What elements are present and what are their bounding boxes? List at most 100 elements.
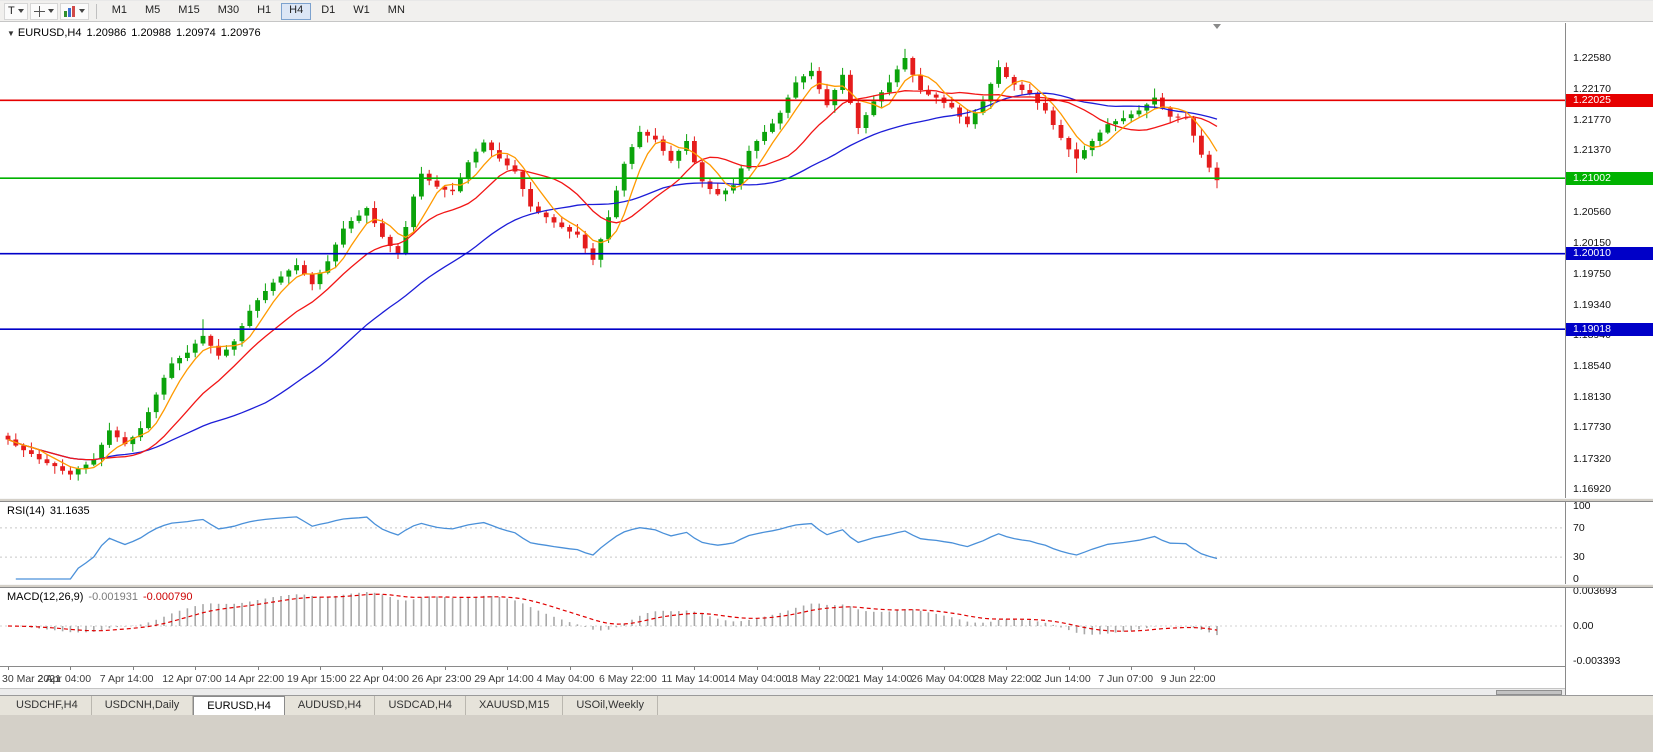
- time-axis-label: 11 May 14:00: [661, 673, 725, 685]
- candle: [380, 218, 385, 239]
- candle: [1105, 118, 1111, 135]
- timeframe-button-mn[interactable]: MN: [387, 3, 405, 16]
- candle: [996, 60, 1001, 88]
- tab-usoil-weekly[interactable]: USOil,Weekly: [563, 696, 658, 715]
- main-chart-canvas[interactable]: [0, 23, 1565, 498]
- rsi-line: [15, 516, 1218, 580]
- candle: [1214, 162, 1220, 189]
- candle: [372, 201, 377, 227]
- candle: [520, 169, 526, 197]
- candle: [442, 185, 448, 198]
- candle: [224, 345, 229, 358]
- timeframe-button-m1[interactable]: M1: [111, 3, 128, 16]
- candle: [36, 450, 42, 464]
- time-axis-tick: [507, 667, 509, 670]
- candle: [840, 67, 845, 94]
- time-axis-label: 2 Jun 14:00: [1035, 673, 1091, 685]
- candle: [559, 216, 565, 229]
- rsi-axis-label: 70: [1573, 521, 1585, 534]
- price-badge: 1.20010: [1566, 247, 1653, 261]
- candle: [146, 407, 151, 430]
- candle: [512, 160, 518, 174]
- candle: [785, 94, 791, 119]
- candle: [231, 339, 237, 356]
- timeframe-button-m30[interactable]: M30: [217, 3, 240, 16]
- candle: [1206, 150, 1212, 173]
- macd-signal-line: [7, 593, 1218, 632]
- candle: [504, 154, 510, 170]
- candle: [52, 461, 58, 474]
- price-axis[interactable]: 1.22580 1.22170 1.21770 1.21370 1.20560 1.201…: [1565, 23, 1653, 695]
- candle: [185, 345, 190, 362]
- timeframe-button-d1[interactable]: D1: [321, 3, 336, 16]
- price-axis-label: 1.22170: [1573, 83, 1611, 96]
- time-axis-tick: [8, 667, 9, 670]
- candle: [777, 110, 783, 130]
- candle: [645, 129, 650, 143]
- candle: [902, 48, 908, 72]
- candle: [863, 112, 869, 134]
- rsi-canvas[interactable]: [0, 502, 1565, 584]
- horizontal-scrollbar[interactable]: [0, 688, 1565, 695]
- chart-collapse-icon[interactable]: ▼: [7, 29, 15, 38]
- timeframe-button-w1[interactable]: W1: [353, 3, 370, 16]
- time-axis-label: 19 Apr 15:00: [287, 673, 347, 685]
- candle: [668, 145, 674, 164]
- tab-audusd-h4[interactable]: AUDUSD,H4: [285, 696, 376, 715]
- candle: [458, 173, 463, 193]
- price-axis-label: 1.17320: [1573, 452, 1611, 465]
- pane-splitter-macd[interactable]: [0, 584, 1653, 588]
- time-axis-label: 30 Mar 2021: [2, 673, 61, 685]
- candle: [1191, 115, 1196, 143]
- timeframe-button-h1[interactable]: H1: [257, 3, 272, 16]
- price-axis-label: 1.20560: [1573, 205, 1611, 218]
- candle: [754, 139, 760, 159]
- candle: [1058, 119, 1064, 141]
- macd-canvas[interactable]: [0, 588, 1565, 666]
- price-axis-label: 1.20150: [1573, 237, 1611, 250]
- ohlc-close: 1.20976: [220, 27, 261, 39]
- candle: [341, 221, 346, 248]
- pane-splitter-rsi[interactable]: [0, 498, 1653, 502]
- rsi-axis-label: 30: [1573, 551, 1585, 564]
- chart-title: ▼ EURUSD,H4 1.20986 1.20988 1.20974 1.20976: [7, 27, 266, 39]
- tab-xauusd-m15[interactable]: XAUUSD,M15: [466, 696, 564, 715]
- indicators-dropdown-button[interactable]: [59, 2, 89, 20]
- time-axis-label: 22 Apr 04:00: [349, 673, 409, 685]
- time-axis-tick: [756, 667, 758, 670]
- tab-eurusd-h4[interactable]: EURUSD,H4: [193, 696, 285, 715]
- tab-usdcad-h4[interactable]: USDCAD,H4: [375, 696, 467, 715]
- timeframe-button-m5[interactable]: M5: [145, 3, 161, 16]
- timeframe-button-h4[interactable]: H4: [281, 2, 312, 20]
- candle: [333, 242, 338, 269]
- candle: [122, 431, 128, 447]
- time-axis-label: 26 Apr 23:00: [411, 673, 472, 685]
- candle: [879, 90, 884, 109]
- tab-usdcnh-daily[interactable]: USDCNH,Daily: [92, 696, 194, 715]
- crosshair-tool-button[interactable]: [29, 2, 58, 20]
- macd-pane: [0, 588, 1565, 666]
- tab-usdchf-h4[interactable]: USDCHF,H4: [3, 696, 92, 715]
- rsi-title: RSI(14) 31.1635: [7, 505, 95, 517]
- candle: [692, 136, 697, 164]
- toolbar-button-t[interactable]: T: [4, 2, 28, 20]
- time-axis-label: 18 May 22:00: [786, 673, 850, 685]
- candle: [419, 166, 424, 200]
- rsi-axis-label: 0: [1573, 573, 1579, 585]
- candle: [1199, 128, 1204, 158]
- chart-shift-marker[interactable]: [1213, 24, 1221, 29]
- candle: [434, 175, 440, 189]
- candle: [309, 272, 315, 291]
- timeframe-button-m15[interactable]: M15: [178, 3, 200, 16]
- time-axis[interactable]: 30 Mar 2021 2 Apr 04:00 7 Apr 14:00 12 Apr …: [0, 666, 1565, 688]
- time-axis-tick: [1193, 667, 1195, 670]
- candle: [161, 374, 167, 400]
- macd-title: MACD(12,26,9) -0.001931 -0.000790: [7, 591, 198, 603]
- time-axis-label: 4 May 04:00: [536, 673, 595, 685]
- candle: [192, 339, 198, 358]
- candle: [270, 278, 276, 296]
- time-axis-tick: [195, 667, 197, 670]
- time-axis-tick: [819, 667, 821, 670]
- candle: [715, 182, 721, 196]
- scrollbar-thumb[interactable]: [1496, 690, 1562, 695]
